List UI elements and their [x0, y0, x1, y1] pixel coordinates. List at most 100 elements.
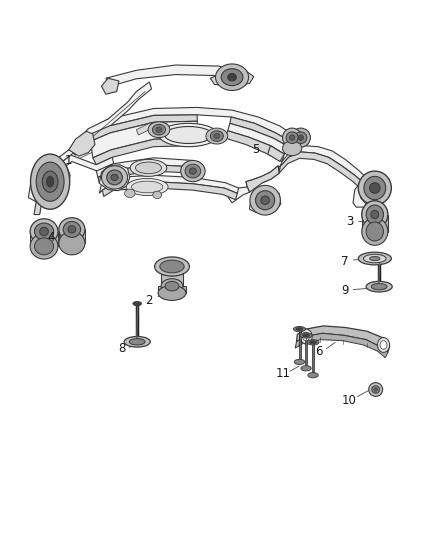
Ellipse shape: [131, 181, 163, 193]
Ellipse shape: [35, 238, 53, 255]
Polygon shape: [228, 123, 286, 154]
Polygon shape: [99, 165, 130, 191]
Text: 10: 10: [342, 393, 357, 407]
Text: 9: 9: [342, 284, 349, 297]
Ellipse shape: [303, 334, 310, 337]
Text: 3: 3: [346, 215, 353, 228]
Polygon shape: [279, 152, 364, 190]
Text: 6: 6: [315, 345, 323, 358]
Ellipse shape: [221, 69, 243, 86]
Ellipse shape: [59, 231, 85, 255]
Ellipse shape: [372, 386, 380, 393]
Ellipse shape: [294, 359, 305, 365]
Ellipse shape: [165, 126, 212, 143]
Ellipse shape: [298, 135, 304, 140]
Polygon shape: [228, 187, 250, 203]
Ellipse shape: [31, 154, 70, 209]
Ellipse shape: [366, 281, 392, 292]
Polygon shape: [106, 65, 232, 86]
Polygon shape: [102, 78, 119, 94]
Ellipse shape: [124, 336, 150, 347]
Ellipse shape: [153, 191, 162, 199]
Ellipse shape: [290, 135, 295, 140]
Text: 2: 2: [145, 294, 153, 308]
Text: 5: 5: [252, 143, 260, 156]
Polygon shape: [91, 121, 197, 158]
Polygon shape: [34, 131, 88, 192]
Ellipse shape: [364, 254, 386, 263]
Ellipse shape: [215, 64, 249, 91]
Ellipse shape: [308, 373, 318, 378]
Polygon shape: [136, 123, 167, 135]
Ellipse shape: [366, 205, 384, 224]
Ellipse shape: [255, 191, 275, 210]
Ellipse shape: [156, 127, 162, 132]
Ellipse shape: [283, 128, 302, 147]
Ellipse shape: [107, 170, 122, 185]
Ellipse shape: [40, 227, 48, 236]
Ellipse shape: [158, 286, 186, 301]
Polygon shape: [226, 131, 284, 161]
Ellipse shape: [206, 128, 228, 144]
Polygon shape: [28, 161, 70, 202]
Ellipse shape: [293, 326, 306, 332]
Polygon shape: [161, 266, 183, 286]
Polygon shape: [280, 146, 366, 183]
Ellipse shape: [42, 171, 58, 192]
Ellipse shape: [369, 383, 383, 397]
Ellipse shape: [126, 179, 168, 196]
Ellipse shape: [300, 333, 312, 338]
Ellipse shape: [68, 225, 76, 233]
Ellipse shape: [228, 74, 237, 81]
Ellipse shape: [261, 196, 269, 205]
Polygon shape: [250, 188, 281, 214]
Polygon shape: [246, 166, 279, 192]
Ellipse shape: [364, 176, 386, 200]
Ellipse shape: [47, 176, 53, 187]
Ellipse shape: [214, 133, 220, 139]
Ellipse shape: [30, 219, 58, 244]
Ellipse shape: [124, 189, 135, 198]
Ellipse shape: [35, 223, 53, 240]
Polygon shape: [59, 229, 85, 243]
Polygon shape: [158, 286, 186, 293]
Polygon shape: [96, 158, 193, 177]
Polygon shape: [360, 172, 390, 206]
Ellipse shape: [165, 281, 179, 291]
Polygon shape: [88, 115, 197, 141]
Ellipse shape: [371, 284, 387, 290]
Ellipse shape: [296, 327, 303, 330]
Polygon shape: [362, 215, 388, 231]
Polygon shape: [99, 175, 239, 193]
Ellipse shape: [370, 256, 380, 261]
Ellipse shape: [358, 252, 391, 265]
Ellipse shape: [358, 171, 391, 205]
Ellipse shape: [111, 174, 118, 181]
Polygon shape: [34, 192, 43, 215]
Ellipse shape: [307, 340, 319, 345]
Ellipse shape: [362, 201, 388, 228]
Text: 1: 1: [65, 154, 73, 167]
Polygon shape: [286, 131, 297, 151]
Ellipse shape: [152, 124, 166, 135]
Ellipse shape: [30, 233, 58, 259]
Text: 8: 8: [119, 342, 126, 355]
Text: 7: 7: [342, 255, 349, 268]
Ellipse shape: [370, 183, 380, 193]
Ellipse shape: [291, 128, 311, 147]
Ellipse shape: [102, 166, 127, 189]
Ellipse shape: [160, 260, 184, 273]
Ellipse shape: [36, 162, 64, 201]
Ellipse shape: [148, 122, 170, 138]
Text: 11: 11: [276, 367, 291, 380]
Ellipse shape: [295, 132, 307, 143]
Ellipse shape: [159, 123, 218, 147]
Circle shape: [303, 332, 310, 341]
Ellipse shape: [371, 211, 379, 219]
Ellipse shape: [362, 217, 388, 245]
Polygon shape: [30, 231, 58, 246]
Circle shape: [300, 329, 312, 344]
Ellipse shape: [374, 388, 378, 391]
Ellipse shape: [59, 217, 85, 241]
Polygon shape: [41, 155, 114, 193]
